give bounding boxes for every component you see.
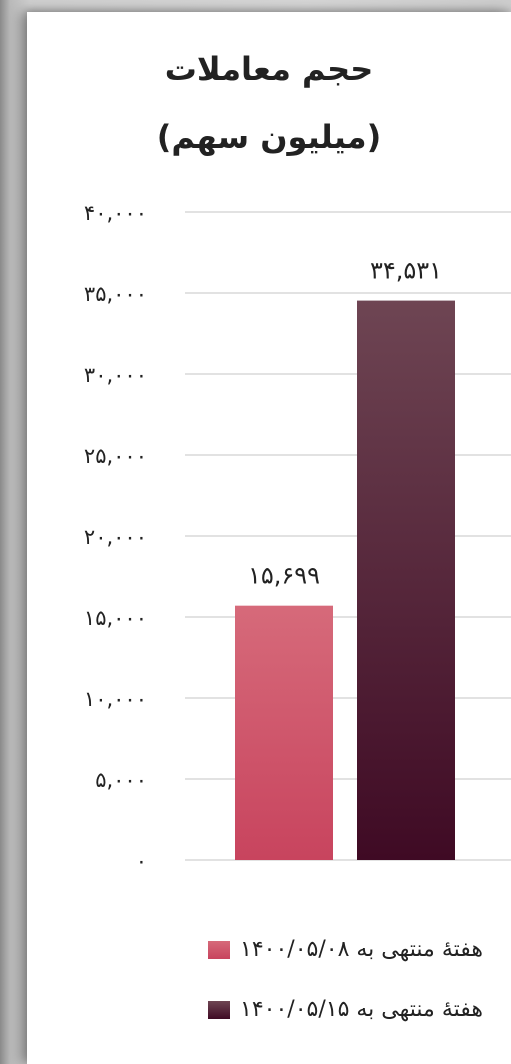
y-tick-label: ۲۰,۰۰۰: [84, 525, 147, 549]
data-label-2: ۳۴,۵۳۱: [370, 257, 442, 285]
legend-swatch-week-1: [208, 940, 231, 959]
legend-label-week-2: هفتهٔ منتهی به ۱۴۰۰/۰۵/۱۵: [240, 997, 483, 1022]
y-tick-label: ۱۵,۰۰۰: [84, 606, 147, 630]
y-tick-label: ۵,۰۰۰: [95, 768, 147, 792]
y-tick-label: ۳۵,۰۰۰: [84, 282, 147, 306]
legend-item-week-2: هفتهٔ منتهی به ۱۴۰۰/۰۵/۱۵: [208, 997, 483, 1022]
chart-subtitle: (میلیون سهم): [156, 118, 382, 156]
y-tick-label: ۰: [136, 849, 147, 873]
y-tick-label: ۴۰,۰۰۰: [84, 201, 147, 225]
data-label-1: ۱۵,۶۹۹: [248, 562, 320, 590]
bar-2: [357, 300, 455, 861]
legend-item-week-1: هفتهٔ منتهی به ۱۴۰۰/۰۵/۰۸: [208, 937, 483, 962]
y-tick-label: ۲۵,۰۰۰: [84, 444, 147, 468]
y-tick-label: ۳۰,۰۰۰: [84, 363, 147, 387]
legend-label-week-1: هفتهٔ منتهی به ۱۴۰۰/۰۵/۰۸: [240, 937, 483, 962]
chart-card: حجم معاملات (میلیون سهم) ۰ ۵,۰۰۰ ۱۰,۰۰۰ ۱۵,…: [27, 12, 511, 1064]
y-tick-label: ۱۰,۰۰۰: [84, 687, 147, 711]
bar-chart: ۰ ۵,۰۰۰ ۱۰,۰۰۰ ۱۵,۰۰۰ ۲۰,۰۰۰ ۲۵,۰۰۰ ۳۰,۰۰۰ ۳۵,۰…: [84, 201, 511, 873]
legend-swatch-week-2: [208, 1000, 231, 1019]
chart-title: حجم معاملات: [164, 50, 374, 88]
bar-1: [235, 605, 333, 860]
